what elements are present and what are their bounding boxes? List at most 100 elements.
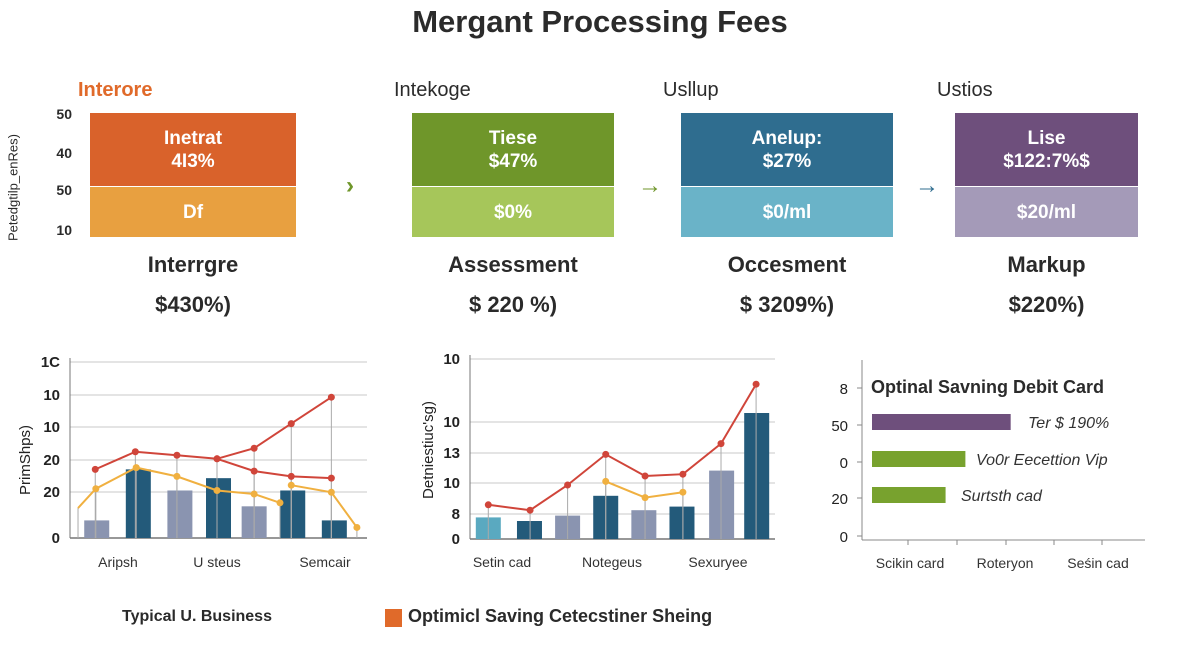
stage-header: Usllup: [663, 79, 719, 101]
x-tick-label: Scikin card: [876, 555, 944, 571]
data-point: [641, 494, 649, 502]
arrow-right-icon: →: [915, 172, 939, 199]
stage-top-value: $122:7%$: [1003, 150, 1090, 172]
data-point: [353, 523, 361, 531]
data-point: [276, 499, 284, 507]
x-tick-label: Seśin cad: [1067, 555, 1128, 571]
stage-box-top: Lise $122:7%$: [955, 113, 1138, 186]
bar: [872, 487, 946, 503]
y-tick: 50: [56, 106, 72, 122]
stage-top-text: Anelup:: [751, 127, 823, 149]
legend-item-optimal: Optimicl Saving Cetecstiner Sheing: [408, 606, 713, 626]
data-point: [679, 488, 687, 496]
y-tick-label: 0: [52, 530, 60, 547]
data-point: [132, 464, 140, 472]
bar-label: Surtsth cad: [961, 488, 1043, 505]
stage-value: $ 220 %): [468, 292, 558, 317]
bar: [872, 451, 966, 467]
y-tick: 40: [56, 145, 72, 161]
stage-top-text: Inetrat: [163, 127, 223, 149]
x-tick-label: Semcair: [299, 554, 351, 570]
y-tick-label: 10: [43, 419, 60, 436]
stage-top-value: $27%: [762, 150, 812, 172]
chevron-right-icon: ›: [346, 172, 354, 199]
data-point: [717, 440, 725, 448]
y-tick-label: 20: [43, 484, 60, 501]
bar: [125, 469, 151, 538]
y-tick-label: 13: [443, 445, 460, 462]
x-tick-label: Aripsh: [98, 554, 138, 570]
stage-label: Assessment: [448, 252, 578, 277]
stage-box-bottom: $0%: [412, 187, 614, 237]
data-point: [92, 485, 100, 493]
chart-title: Optinal Savning Debit Card: [871, 377, 1104, 397]
stage-box-bottom: Df: [90, 187, 296, 237]
x-tick-label: Roteryon: [977, 555, 1034, 571]
y-tick-label: 0: [840, 529, 848, 546]
y-tick-label: 20: [831, 491, 848, 508]
bar: [872, 414, 1011, 430]
bar: [709, 470, 735, 539]
legend-swatch: [385, 609, 402, 627]
data-point: [131, 448, 139, 456]
stage-top-value: 4I3%: [171, 150, 215, 172]
bar: [516, 521, 542, 539]
stage-box-bottom: $0/ml: [681, 187, 893, 237]
stage-top-text: Tiese: [488, 127, 538, 149]
y-axis-label: Detniestiuc'sg): [420, 401, 437, 499]
bar-label: Vo0r Eecettion Vip: [976, 452, 1108, 469]
data-point: [327, 474, 335, 482]
bar: [321, 520, 347, 538]
stage-value: $220%): [1008, 292, 1085, 317]
chart-1: 0 20 20 10 10 1C Aripsh U steus Semcair PrimShps): [17, 354, 367, 570]
stage-top-value: $47%: [488, 150, 538, 172]
data-point: [287, 481, 295, 489]
data-point: [564, 481, 572, 489]
page-title: Mergant Processing Fees: [412, 4, 788, 39]
data-point: [327, 488, 335, 496]
data-point: [213, 455, 221, 463]
stage-box: Tiese $47% $0%: [412, 113, 614, 237]
x-tick-label: Setin cad: [473, 554, 531, 570]
bar: [167, 490, 193, 538]
y-axis-label: PrimShps): [17, 425, 34, 495]
bar: [669, 506, 695, 539]
stage-value: $430%): [155, 292, 231, 317]
legend-item-typical: Typical U. Business: [122, 608, 272, 625]
stage-top-text: Lise: [1027, 127, 1066, 149]
bar: [84, 520, 110, 538]
y-tick-label: 10: [443, 351, 460, 368]
data-point: [250, 490, 258, 498]
arrow-right-icon: →: [638, 172, 662, 199]
stage-box-top: Tiese $47%: [412, 113, 614, 186]
y-tick-label: 0: [452, 531, 460, 548]
stage-box-bottom: $20/ml: [955, 187, 1138, 237]
bar-label: Ter $ 190%: [1028, 415, 1109, 432]
stage-box: Lise $122:7%$ $20/ml: [955, 113, 1138, 237]
chart-2: 0 8 10 13 10 10 Setin cad Notegeus Sexuryee Detni…: [420, 351, 775, 570]
data-point: [91, 465, 99, 473]
stage-box: Anelup: $27% $0/ml: [681, 113, 893, 237]
data-point: [250, 467, 258, 475]
data-point: [484, 501, 492, 509]
data-point: [287, 420, 295, 428]
y-tick-label: 20: [43, 452, 60, 469]
x-tick-label: Notegeus: [582, 554, 642, 570]
bar: [280, 490, 306, 538]
series-line: [488, 383, 757, 512]
y-tick-label: 8: [840, 381, 848, 398]
y-tick: 50: [56, 182, 72, 198]
series-line: [94, 396, 332, 471]
stage-header: Intekoge: [394, 79, 471, 101]
data-point: [173, 451, 181, 459]
stage-value: $ 3209%): [739, 292, 835, 317]
bar: [631, 510, 657, 539]
data-point: [250, 444, 258, 452]
data-point: [526, 506, 534, 514]
data-point: [679, 470, 687, 478]
stage-label: Interrgre: [147, 252, 239, 277]
stage-box: Inetrat 4I3% Df: [90, 113, 296, 237]
y-tick: 10: [56, 222, 72, 238]
x-tick-label: U steus: [193, 554, 240, 570]
stage-box-top: Inetrat 4I3%: [90, 113, 296, 186]
